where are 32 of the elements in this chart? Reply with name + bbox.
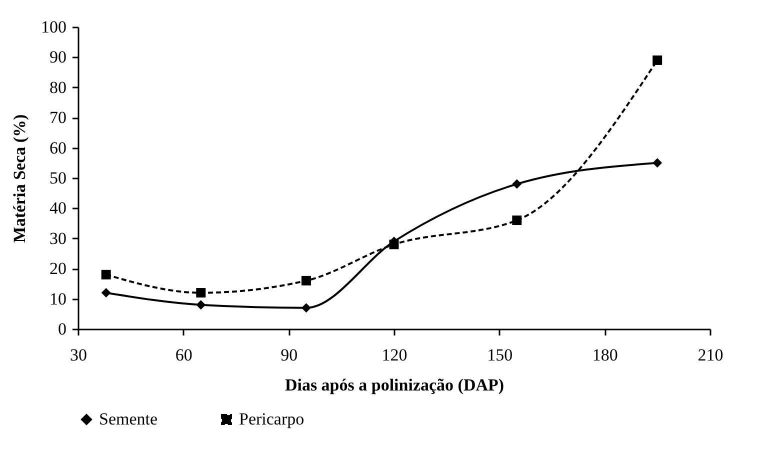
point — [652, 158, 662, 168]
y-tick-label: 40 — [50, 198, 66, 218]
legend-label: Semente — [99, 410, 158, 429]
x-tick-label: 210 — [698, 346, 724, 364]
y-tick-label: 70 — [50, 108, 66, 128]
point — [652, 55, 662, 65]
y-tick-label: 60 — [50, 138, 66, 158]
y-tick-label: 0 — [58, 320, 66, 338]
y-tick-label: 80 — [50, 78, 66, 97]
point — [101, 270, 111, 280]
y-tick-label: 30 — [50, 228, 66, 248]
legend-label: Pericarpo — [239, 410, 304, 429]
x-tick-label: 120 — [382, 346, 408, 364]
point — [196, 300, 206, 310]
y-axis-title: Matéria Seca (%) — [10, 114, 29, 243]
point — [512, 216, 522, 226]
x-tick-label: 30 — [70, 346, 87, 364]
point — [101, 288, 111, 298]
x-axis-title: Dias após a polinização (DAP) — [284, 376, 504, 394]
y-tick-label: 100 — [41, 18, 66, 36]
x-tick-label: 60 — [175, 346, 192, 364]
y-tick-label: 20 — [50, 259, 66, 278]
y-tick-label: 10 — [50, 289, 66, 308]
point — [301, 303, 311, 313]
x-tick-label: 90 — [280, 346, 298, 364]
x-tick-label: 150 — [487, 346, 513, 364]
y-tick-label: 90 — [50, 48, 66, 67]
y-tick-label: 50 — [50, 168, 66, 188]
x-tick-label: 180 — [592, 346, 618, 364]
point — [301, 276, 311, 286]
point — [196, 288, 206, 298]
point — [512, 179, 522, 189]
